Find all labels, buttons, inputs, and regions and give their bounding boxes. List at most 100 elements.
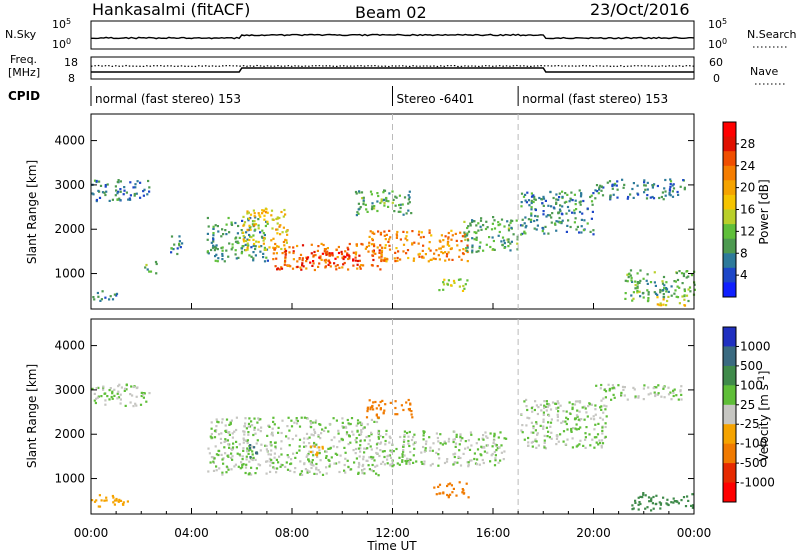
data-cell — [361, 464, 364, 468]
data-cell — [338, 461, 341, 464]
data-cell — [470, 459, 473, 462]
data-cell — [478, 463, 481, 466]
data-cell — [356, 422, 360, 425]
data-cell — [682, 496, 686, 499]
data-cell — [423, 450, 426, 453]
data-cell — [370, 243, 373, 246]
data-cell — [366, 459, 369, 462]
data-cell — [295, 451, 298, 454]
data-cell — [573, 193, 576, 196]
data-cell — [93, 179, 97, 182]
data-cell — [106, 395, 109, 398]
data-cell — [253, 242, 256, 246]
data-cell — [482, 249, 485, 252]
scatter-region — [594, 178, 686, 201]
data-cell — [284, 253, 287, 256]
data-cell — [305, 432, 309, 435]
scatter-region — [624, 269, 696, 303]
freq-axis-bottom: 8 — [68, 72, 75, 85]
data-cell — [569, 225, 572, 229]
data-cell — [358, 254, 361, 257]
data-cell — [370, 433, 373, 436]
data-cell — [615, 184, 618, 187]
data-cell — [531, 440, 535, 443]
data-cell — [237, 241, 240, 245]
data-cell — [263, 214, 266, 217]
data-cell — [259, 231, 262, 234]
data-cell — [210, 241, 213, 244]
data-cell — [91, 387, 94, 390]
data-cell — [658, 501, 661, 504]
data-cell — [170, 251, 173, 254]
data-cell — [280, 463, 283, 466]
data-cell — [119, 402, 122, 405]
data-cell — [405, 462, 408, 465]
data-cell — [391, 190, 394, 193]
data-cell — [242, 449, 245, 452]
data-cell — [270, 458, 273, 461]
data-cell — [372, 470, 375, 473]
data-cell — [394, 413, 397, 416]
data-cell — [663, 284, 666, 287]
data-cell — [354, 259, 357, 262]
data-cell — [252, 244, 255, 247]
data-cell — [246, 228, 249, 231]
data-cell — [408, 461, 411, 464]
data-cell — [533, 195, 536, 198]
data-cell — [280, 431, 283, 435]
data-cell — [383, 202, 386, 205]
data-cell — [284, 259, 287, 263]
data-cell — [467, 225, 470, 228]
nsky-axis-top: 105 — [52, 17, 71, 31]
data-cell — [566, 224, 569, 227]
data-cell — [279, 224, 282, 227]
data-cell — [230, 248, 233, 251]
data-cell — [556, 435, 559, 438]
data-cell — [259, 250, 262, 253]
data-cell — [662, 386, 665, 389]
data-cell — [636, 285, 639, 288]
data-cell — [559, 204, 562, 207]
data-cell — [299, 472, 302, 475]
x-tick-label: 08:00 — [275, 526, 310, 540]
data-cell — [346, 246, 349, 249]
data-cell — [263, 233, 266, 237]
data-cell — [463, 231, 466, 234]
data-cell — [355, 457, 358, 460]
data-cell — [274, 242, 277, 246]
data-cell — [119, 199, 122, 202]
data-cell — [560, 212, 563, 215]
data-cell — [490, 454, 493, 457]
data-cell — [295, 422, 299, 425]
data-cell — [381, 399, 384, 402]
data-cell — [321, 445, 324, 448]
data-cell — [375, 447, 379, 450]
data-cell — [461, 252, 465, 255]
data-cell — [301, 473, 304, 476]
data-cell — [547, 204, 550, 207]
data-cell — [608, 180, 612, 183]
data-cell — [255, 452, 258, 455]
data-cell — [328, 254, 331, 257]
data-cell — [626, 273, 629, 276]
data-cell — [508, 224, 511, 227]
data-cell — [338, 470, 341, 474]
data-cell — [417, 242, 420, 245]
data-cell — [647, 386, 650, 389]
data-cell — [437, 464, 440, 467]
data-cell — [584, 438, 587, 441]
data-cell — [248, 417, 251, 420]
data-cell — [236, 452, 239, 455]
data-cell — [447, 483, 450, 486]
data-cell — [290, 462, 293, 465]
data-cell — [245, 231, 248, 234]
data-cell — [222, 462, 225, 465]
data-cell — [263, 237, 266, 240]
data-cell — [315, 472, 318, 476]
data-cell — [265, 208, 268, 211]
data-cell — [542, 411, 545, 414]
data-cell — [238, 453, 241, 456]
data-cell — [240, 252, 243, 255]
data-cell — [521, 424, 524, 427]
data-cell — [590, 200, 594, 203]
